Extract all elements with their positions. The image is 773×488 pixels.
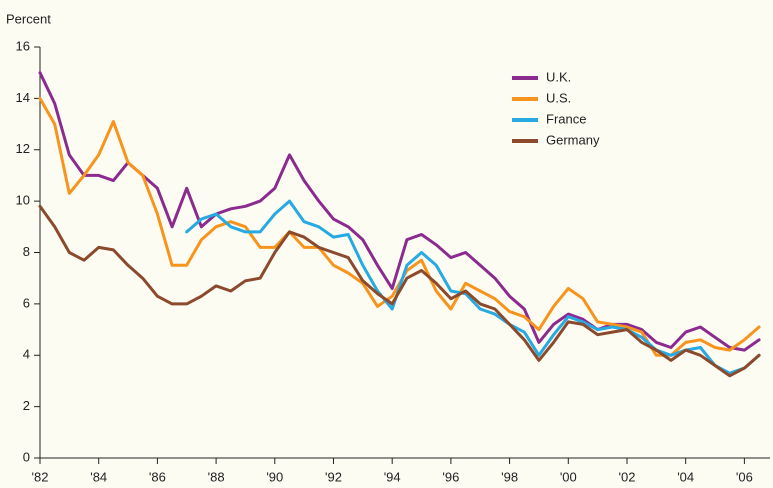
x-tick-label: '86 <box>149 469 166 484</box>
y-tick-label: 2 <box>23 398 30 413</box>
x-tick-label: '06 <box>736 469 753 484</box>
x-tick-label: '96 <box>442 469 459 484</box>
x-tick-label: '84 <box>90 469 107 484</box>
y-tick-label: 10 <box>16 193 30 208</box>
legend-label: U.K. <box>546 69 571 84</box>
x-tick-label: '02 <box>619 469 636 484</box>
x-tick-label: '82 <box>32 469 49 484</box>
x-tick-label: '90 <box>266 469 283 484</box>
legend-label: Germany <box>546 132 600 147</box>
x-tick-label: '00 <box>560 469 577 484</box>
y-tick-label: 16 <box>16 38 30 53</box>
y-tick-label: 0 <box>23 449 30 464</box>
x-tick-label: '04 <box>677 469 694 484</box>
y-tick-label: 8 <box>23 244 30 259</box>
y-tick-label: 4 <box>23 347 30 362</box>
y-tick-label: 12 <box>16 141 30 156</box>
series-line <box>38 71 761 352</box>
series-line <box>38 204 761 378</box>
legend-label: France <box>546 111 586 126</box>
x-tick-label: '94 <box>384 469 401 484</box>
y-tick-label: 14 <box>16 90 30 105</box>
x-tick-label: '92 <box>325 469 342 484</box>
x-tick-label: '98 <box>501 469 518 484</box>
y-tick-label: 6 <box>23 295 30 310</box>
x-tick-label: '88 <box>208 469 225 484</box>
series-line <box>38 96 761 357</box>
legend-label: U.S. <box>546 90 571 105</box>
y-axis-label: Percent <box>6 11 51 26</box>
series-line <box>185 199 761 375</box>
